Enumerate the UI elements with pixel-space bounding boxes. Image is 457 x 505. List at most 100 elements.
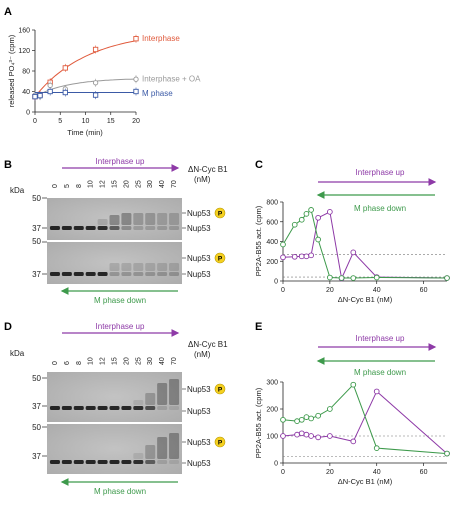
chart-e-series-line [282, 390, 448, 454]
phospho-icon [214, 383, 226, 395]
gelB-lane-label: 5 [64, 184, 71, 188]
chartA-x-tick-label: 5 [58, 118, 62, 125]
gelD-band-unphospho [157, 460, 168, 464]
gelD-band-phospho [157, 437, 168, 459]
gel-b-conc-unit: (nM) [194, 175, 211, 184]
gelB-lane-label: 20 [123, 180, 130, 188]
chartA-y-tick-label: 160 [18, 28, 30, 35]
chart-c-x-label: ΔN-Cyc B1 (nM) [338, 295, 393, 304]
gelB-band-unphospho [121, 226, 132, 230]
chart-a-point [92, 92, 99, 98]
gelB-lane-label: 70 [171, 180, 178, 188]
chart-c-point [315, 236, 321, 243]
chart-c-point [303, 253, 310, 260]
gelD-band-phospho [169, 379, 180, 405]
chart-e-point [444, 450, 450, 457]
chart-c-point [350, 275, 357, 281]
chart-c-point [291, 253, 298, 260]
chartE-y-tick-label: 0 [274, 461, 278, 468]
gel-d-kda: kDa [10, 349, 25, 358]
chart-a-point [32, 93, 38, 100]
chart-e-x-label: ΔN-Cyc B1 (nM) [338, 477, 393, 486]
chartC-y-tick-label: 600 [266, 219, 278, 226]
gelD-lane-label: 0 [52, 361, 59, 365]
chart-a: released PO₄³⁻ (cpm) Time (min) 0 40 80 120… [7, 28, 201, 138]
gel-b-unphospho-label: Nup53 [187, 224, 211, 233]
chart-c-point [308, 207, 314, 213]
gelB-band-unphospho [157, 226, 168, 230]
chart-e-top-label: Interphase up [356, 334, 405, 343]
gelB-band-phospho [169, 213, 180, 225]
chart-a-series-label: Interphase [142, 34, 180, 43]
gel-b-unphospho-label-2: Nup53 [187, 270, 211, 279]
gel-d-marker-37-bottom: 37 [32, 452, 41, 461]
gelB-lane-label: 0 [52, 184, 59, 188]
gel-b-bottom-label: M phase down [94, 296, 146, 305]
chart-c-point [444, 275, 450, 281]
gelD-band-unphospho [169, 406, 180, 410]
gelB-lane-label: 40 [159, 180, 166, 188]
gelB-band-phospho [97, 219, 108, 225]
gel-b-marker-50-top: 50 [32, 194, 41, 203]
chart-c-top-label: Interphase up [356, 168, 405, 177]
gel-b-conc-title: ΔN-Cyc B1 [188, 165, 228, 174]
gelD-band-unphospho [49, 460, 60, 464]
chartA-y-tick-label: 40 [22, 89, 30, 96]
gel-d-conc-title: ΔN-Cyc B1 [188, 340, 228, 349]
chart-a-point [133, 76, 139, 82]
gelB-band-unphospho [169, 226, 180, 230]
chart-a-x-label: Time (min) [67, 128, 103, 137]
chart-e-point [298, 416, 305, 423]
chartC-y-tick-label: 0 [274, 279, 278, 286]
gelD-band-phospho [157, 383, 168, 405]
chartC-x-tick-label: 20 [326, 287, 334, 294]
chart-c-point [291, 221, 298, 228]
chart-a-fit-curve [34, 40, 137, 97]
gelB-band-phospho [157, 263, 168, 271]
gelD-lane-label: 6 [64, 361, 71, 365]
chart-e-point [298, 430, 305, 437]
gelD-band-unphospho [121, 460, 132, 464]
gel-b-phospho-label-2: Nup53 [187, 254, 211, 263]
chart-a-point [92, 46, 99, 53]
chart-e-point [308, 415, 314, 422]
chart-e-point [308, 433, 314, 439]
gelD-band-unphospho [73, 460, 84, 464]
chartE-x-tick-label: 60 [420, 469, 428, 476]
gel-d: kDa Interphase up ΔN-Cyc B1 (nM) 0 6 8 10 12… [10, 322, 228, 496]
chart-e-point [315, 412, 321, 419]
gelB-band-unphospho [145, 272, 156, 276]
gel-d-phospho-label: Nup53 [187, 385, 211, 394]
chartC-x-tick-label: 40 [373, 287, 381, 294]
gelD-band-phospho [145, 445, 156, 459]
gelD-band-unphospho [121, 406, 132, 410]
chartC-x-tick-label: 60 [420, 287, 428, 294]
gel-b-top-label: Interphase up [96, 157, 145, 166]
phospho-icon-letter: P [218, 440, 223, 447]
panel-label-e: E [255, 321, 262, 333]
gelD-band-phospho [133, 400, 144, 405]
gelB-band-phospho [121, 263, 132, 271]
chartC-x-tick-label: 0 [281, 287, 285, 294]
gelB-band-unphospho [133, 272, 144, 276]
gel-b-marker-37-bottom: 37 [32, 270, 41, 279]
chart-e-point [280, 416, 286, 423]
chartC-y-tick-label: 200 [266, 259, 278, 266]
gelB-lane-label: 25 [135, 180, 142, 188]
chartE-x-tick-label: 20 [326, 469, 334, 476]
gelB-lane-label: 10 [88, 180, 95, 188]
chartA-x-tick-label: 0 [33, 118, 37, 125]
chartC-y-tick-label: 800 [266, 200, 278, 207]
gelD-lane-label: 8 [76, 361, 83, 365]
chart-c-series-line [282, 208, 448, 279]
gel-d-phospho-label-2: Nup53 [187, 438, 211, 447]
gelB-lane-label: 15 [112, 180, 119, 188]
chart-e-point [303, 414, 310, 420]
chart-a-point [47, 82, 53, 89]
gel-d-unphospho-label-2: Nup53 [187, 459, 211, 468]
gelB-lane-label: 8 [76, 184, 83, 188]
gel-d-marker-50-bottom: 50 [32, 423, 41, 432]
gelB-band-unphospho [145, 226, 156, 230]
chart-c-point [298, 253, 305, 260]
chart-a-series-label: M phase [142, 89, 173, 98]
